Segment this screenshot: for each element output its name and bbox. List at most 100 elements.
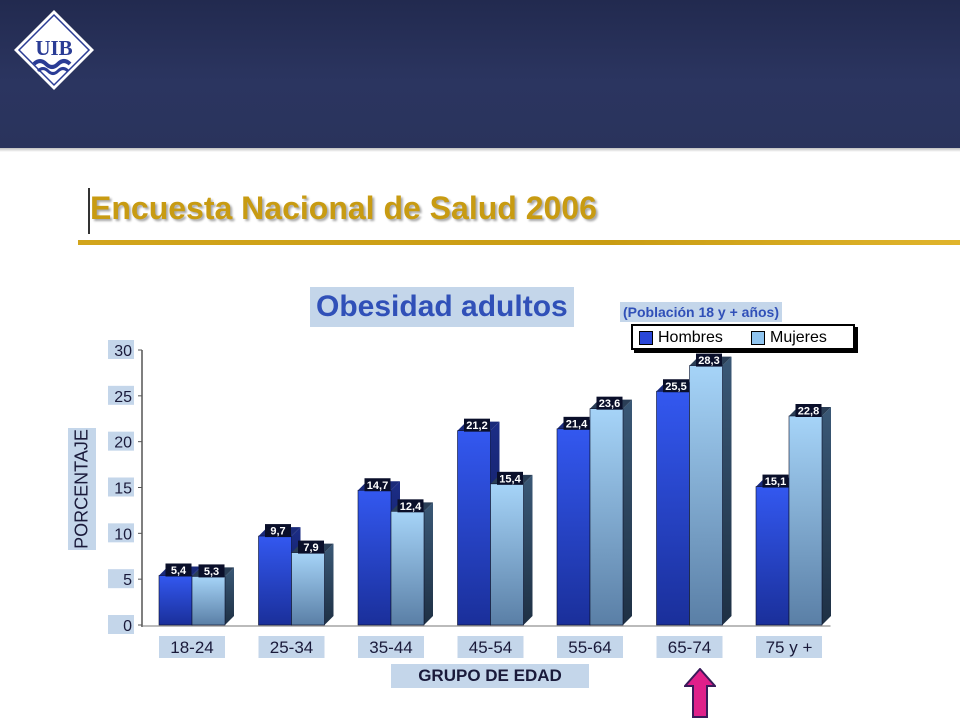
data-label-bg <box>497 471 523 485</box>
y-tick-label: 0 <box>123 618 132 635</box>
page-title: Encuesta Nacional de Salud 2006 <box>90 190 597 226</box>
chart-title-box: Obesidad adultos <box>310 287 574 327</box>
data-label: 23,6 <box>599 398 620 410</box>
legend-label-mujeres: Mujeres <box>770 329 827 346</box>
x-axis-label: GRUPO DE EDAD <box>418 666 562 685</box>
data-label-bg <box>795 404 822 417</box>
bar-top-mujeres <box>192 567 234 577</box>
bar-hombres <box>357 489 392 626</box>
chart-subtitle: (Población 18 y + años) <box>623 304 779 320</box>
bar-side-hombres <box>192 566 201 625</box>
bar-mujeres <box>490 483 524 626</box>
x-tick-label: 55-64 <box>568 638 611 657</box>
bar-side-mujeres <box>424 502 433 625</box>
x-tick-label: 45-54 <box>469 638 512 657</box>
x-tick-bg <box>557 636 623 658</box>
bar-top-hombres <box>457 421 500 431</box>
x-tick-label: 18-24 <box>170 638 213 657</box>
data-label-bg <box>762 474 789 488</box>
legend-label-hombres: Hombres <box>658 329 723 346</box>
data-label-bg <box>165 563 192 577</box>
chart-legend: Hombres Mujeres <box>631 324 855 350</box>
bar-top-hombres <box>258 527 301 537</box>
bar-top-mujeres <box>291 543 334 553</box>
x-tick-bg <box>457 636 524 658</box>
data-label-bg <box>563 416 590 430</box>
bar-side-hombres <box>789 477 798 625</box>
bar-mujeres <box>788 415 823 626</box>
bar-top-hombres <box>557 419 599 429</box>
data-label: 21,4 <box>566 418 588 430</box>
data-label-bg <box>464 418 490 432</box>
y-tick-label: 10 <box>114 526 132 543</box>
bar-side-hombres <box>391 481 400 625</box>
x-tick-bg <box>756 636 822 658</box>
data-label: 7,9 <box>303 542 318 554</box>
data-label-bg <box>265 524 291 538</box>
data-label: 15,4 <box>499 473 521 485</box>
y-tick-bg <box>108 523 134 543</box>
bar-top-mujeres <box>490 474 533 484</box>
data-label: 5,4 <box>171 565 187 577</box>
y-tick-label: 25 <box>114 389 132 406</box>
bar-side-hombres <box>291 527 301 625</box>
bar-top-hombres <box>656 382 699 392</box>
bar-top-hombres <box>358 481 400 491</box>
bar-top-mujeres <box>789 407 831 416</box>
bar-top-mujeres <box>391 502 433 512</box>
header-band: UIB <box>0 0 960 152</box>
y-tick-label: 30 <box>114 343 132 360</box>
data-label: 5,3 <box>204 566 219 578</box>
bar-side-mujeres <box>722 356 732 625</box>
bar-side-hombres <box>590 419 599 625</box>
data-label-bg <box>364 478 391 492</box>
bar-side-hombres <box>490 421 500 625</box>
bar-hombres <box>158 575 193 626</box>
uib-logo <box>14 10 94 90</box>
bar-side-mujeres <box>623 399 632 625</box>
bar-mujeres <box>589 408 624 626</box>
y-tick-label: 15 <box>114 481 132 498</box>
data-label: 21,2 <box>466 420 487 432</box>
y-tick-bg <box>108 615 134 634</box>
y-tick-bg <box>108 340 134 359</box>
bar-side-mujeres <box>324 543 334 625</box>
chart-subtitle-box: (Población 18 y + años) <box>620 302 782 322</box>
x-tick-label: 25-34 <box>270 638 313 657</box>
x-tick-label: 35-44 <box>369 638 412 657</box>
bar-hombres <box>656 390 690 626</box>
x-tick-bg <box>258 636 325 658</box>
bar-hombres <box>556 428 591 626</box>
x-tick-label: 65-74 <box>668 638 711 657</box>
bar-top-mujeres <box>689 356 732 366</box>
y-tick-bg <box>108 569 134 589</box>
x-tick-bg <box>358 636 424 658</box>
title-underline <box>78 240 960 245</box>
title-accent-bar <box>88 188 90 234</box>
legend-swatch-hombres <box>639 331 653 345</box>
data-label: 25,5 <box>665 381 686 393</box>
bar-top-mujeres <box>590 399 632 409</box>
bar-side-mujeres <box>523 474 533 625</box>
bar-mujeres <box>390 511 425 626</box>
bar-side-mujeres <box>225 567 234 625</box>
legend-item-mujeres: Mujeres <box>751 328 827 348</box>
data-label-bg <box>198 564 225 578</box>
highlight-arrow <box>684 668 716 718</box>
data-label-bg <box>663 379 689 393</box>
bar-side-mujeres <box>822 407 831 625</box>
bar-top-hombres <box>756 477 798 487</box>
bar-hombres <box>258 535 292 626</box>
bar-mujeres <box>689 365 723 626</box>
data-label: 15,1 <box>765 476 786 488</box>
x-tick-bg <box>656 636 723 658</box>
legend-swatch-mujeres <box>751 331 765 345</box>
y-axis-label: PORCENTAJE <box>71 429 92 549</box>
legend-item-hombres: Hombres <box>639 328 723 348</box>
chart-title: Obesidad adultos <box>316 290 568 323</box>
bar-side-hombres <box>689 382 699 625</box>
data-label: 12,4 <box>400 501 422 513</box>
y-tick-bg <box>108 431 134 451</box>
data-label: 28,3 <box>698 355 719 367</box>
bar-top-hombres <box>159 566 201 576</box>
